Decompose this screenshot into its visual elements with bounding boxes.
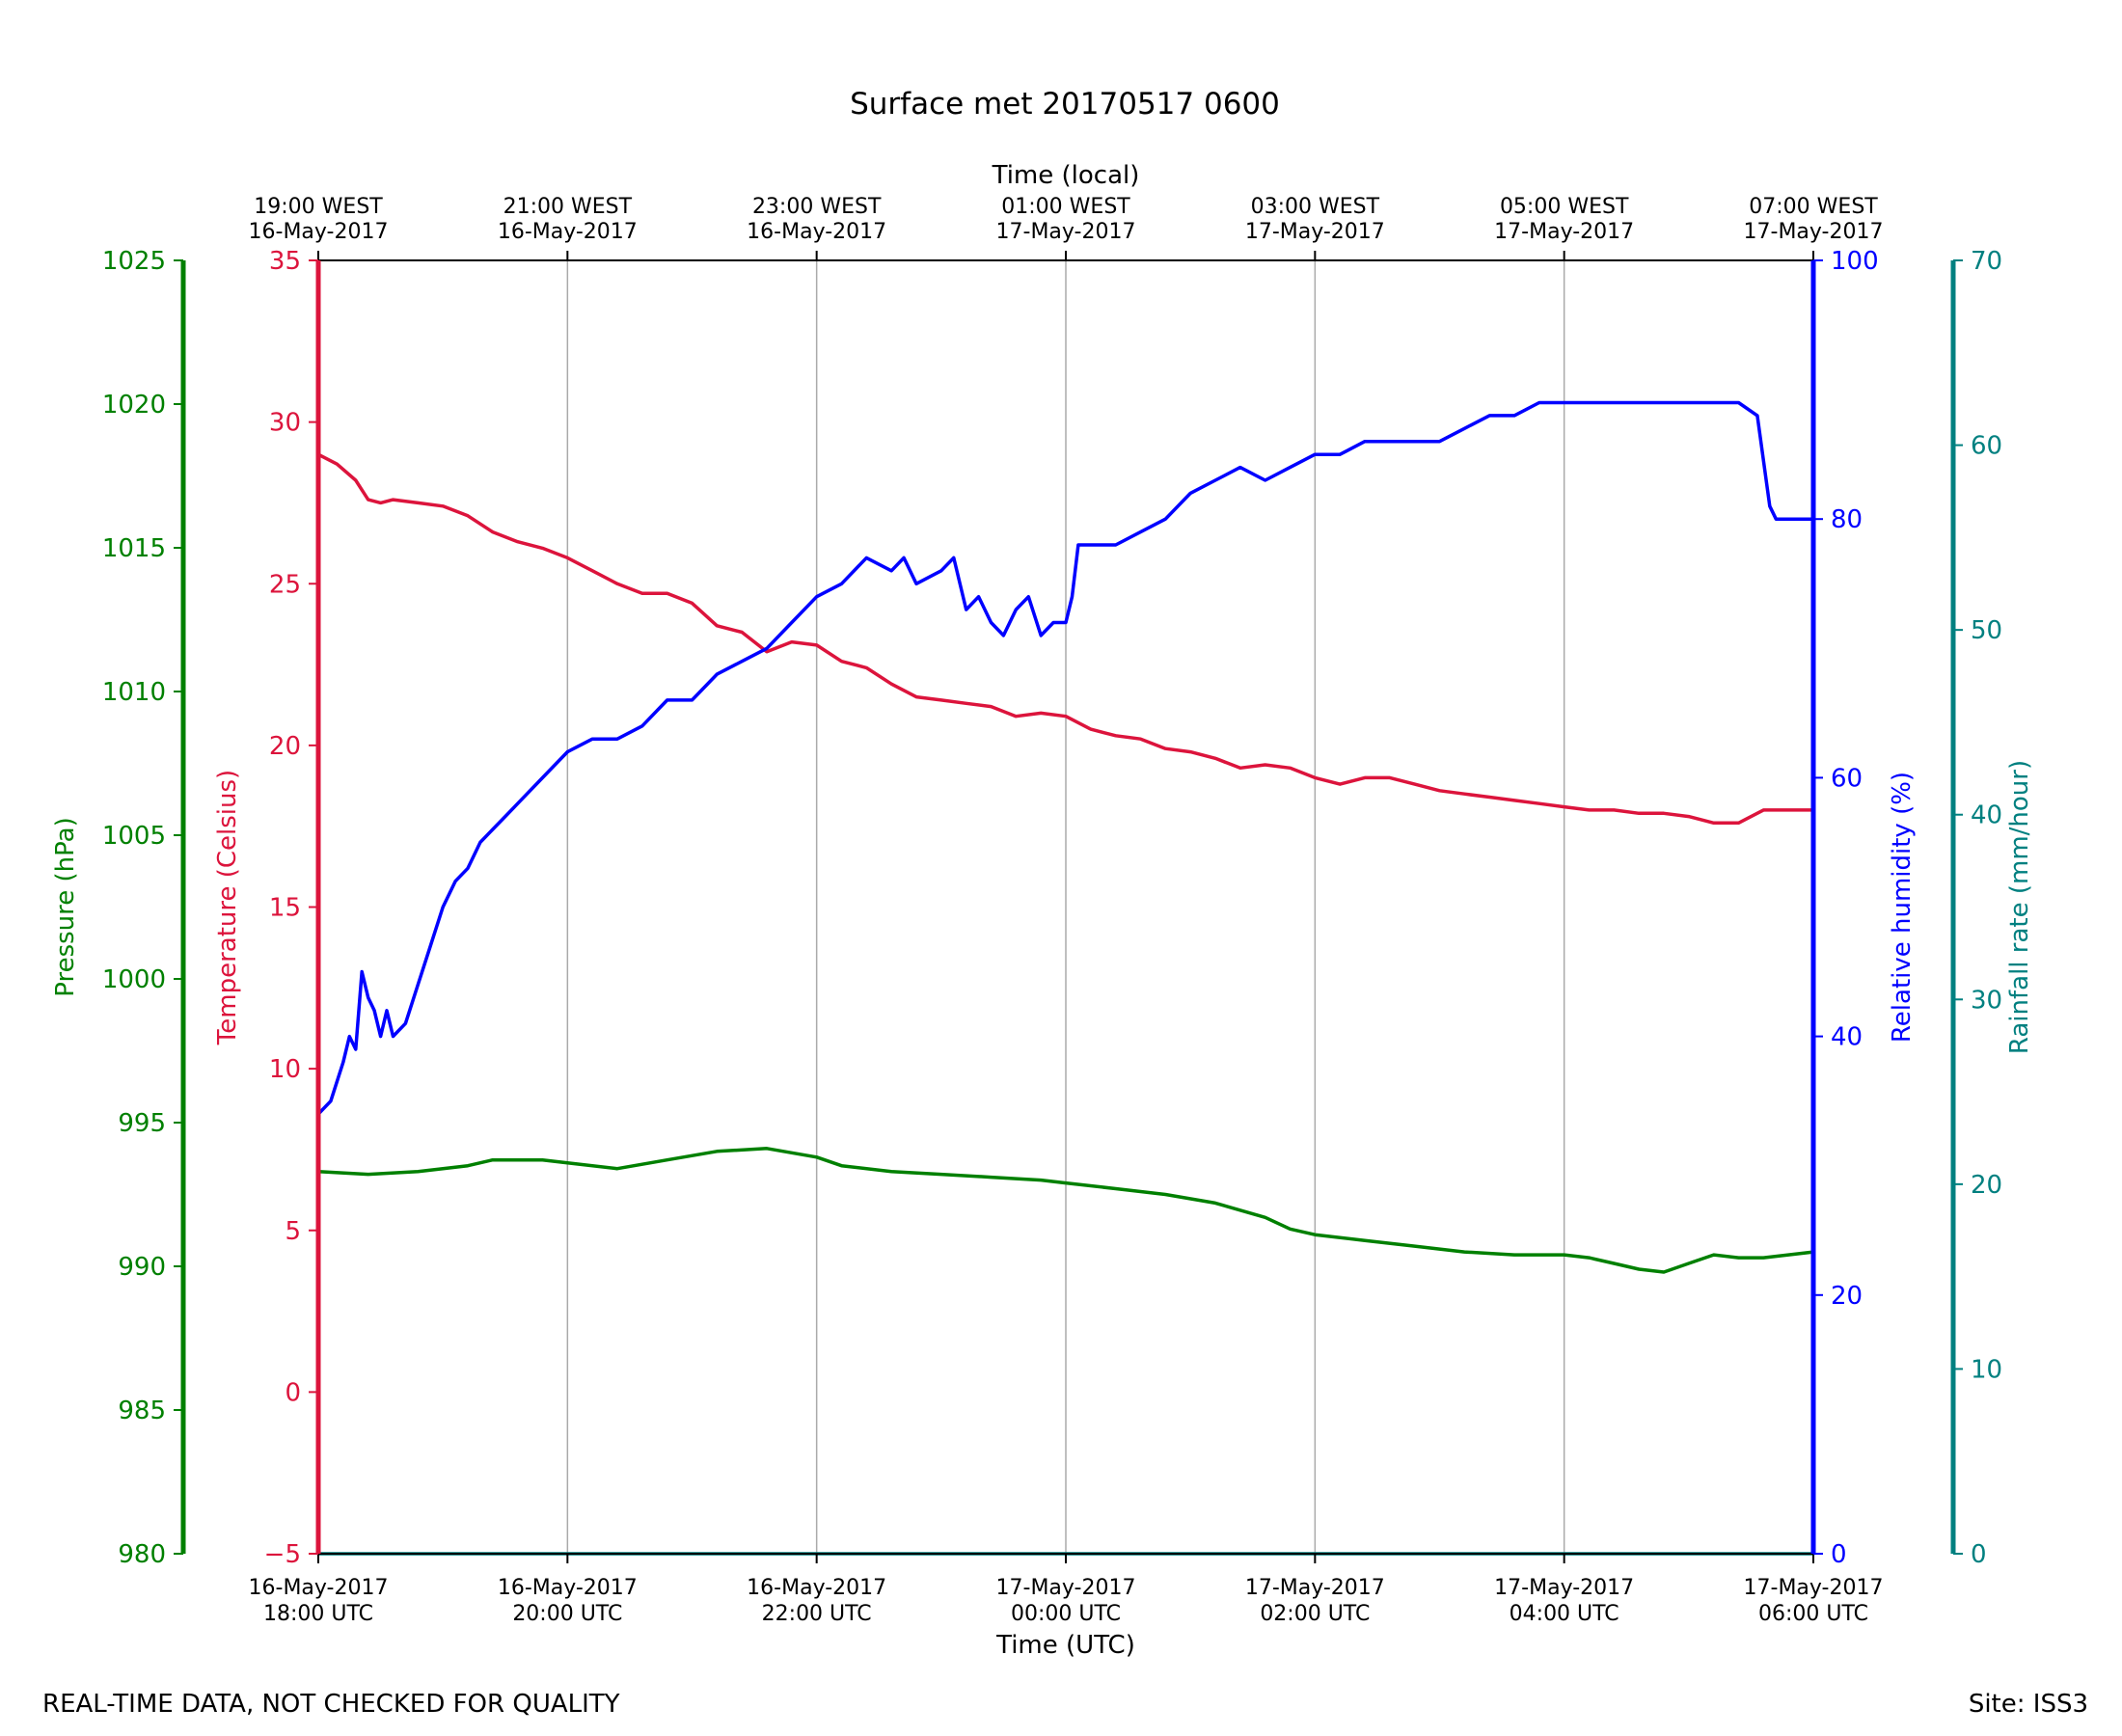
top-tick-label-1: 21:00 WEST	[503, 195, 633, 219]
x-axis-label-top: Time (local)	[992, 161, 1140, 190]
top-tick-label-date-5: 17-May-2017	[1494, 220, 1634, 244]
temperature-tick-label-0: −5	[264, 1540, 301, 1569]
pressure-tick-label-0: 980	[118, 1540, 166, 1569]
top-tick-label-date-2: 16-May-2017	[747, 220, 886, 244]
bottom-tick-label-utc-1: 20:00 UTC	[512, 1602, 622, 1626]
top-tick-label-date-6: 17-May-2017	[1744, 220, 1884, 244]
rainfall-tick-label-2: 20	[1971, 1171, 2002, 1200]
pressure-tick-label-4: 1000	[102, 965, 166, 994]
temperature-tick-label-7: 30	[269, 409, 301, 438]
bottom-tick-label-4: 17-May-2017	[1245, 1576, 1385, 1600]
bottom-tick-label-6: 17-May-2017	[1744, 1576, 1884, 1600]
bottom-tick-label-1: 16-May-2017	[498, 1576, 638, 1600]
rainfall-tick-label-7: 70	[1971, 247, 2002, 276]
bottom-tick-label-utc-4: 02:00 UTC	[1260, 1602, 1370, 1626]
humidity-tick-label-3: 60	[1831, 764, 1863, 793]
bottom-tick-label-utc-2: 22:00 UTC	[762, 1602, 872, 1626]
bottom-tick-label-3: 17-May-2017	[996, 1576, 1136, 1600]
top-tick-label-date-3: 17-May-2017	[996, 220, 1136, 244]
top-tick-label-date-4: 17-May-2017	[1245, 220, 1385, 244]
top-tick-label-3: 01:00 WEST	[1001, 195, 1130, 219]
pressure-series-line	[316, 1147, 1815, 1274]
top-tick-label-date-0: 16-May-2017	[249, 220, 389, 244]
rainfall-axis: 0 10 20 30 40 50 60 70 Rainfall rate (mm/hour)	[1950, 247, 2034, 1569]
rainfall-tick-label-0: 0	[1971, 1540, 1987, 1569]
temperature-tick-label-4: 15	[269, 894, 301, 923]
humidity-tick-label-1: 20	[1831, 1282, 1863, 1311]
humidity-tick-label-5: 100	[1831, 247, 1879, 276]
x-axis-label-bottom: Time (UTC)	[995, 1631, 1135, 1660]
rainfall-tick-label-3: 30	[1971, 986, 2002, 1015]
bottom-tick-label-5: 17-May-2017	[1494, 1576, 1634, 1600]
top-tick-label-date-1: 16-May-2017	[498, 220, 638, 244]
bottom-tick-label-utc-5: 04:00 UTC	[1510, 1602, 1619, 1626]
rainfall-tick-label-5: 50	[1971, 616, 2002, 645]
humidity-series-line	[316, 400, 1815, 1116]
humidity-tick-label-4: 80	[1831, 505, 1863, 534]
pressure-axis-label: Pressure (hPa)	[51, 817, 80, 997]
top-tick-label-5: 05:00 WEST	[1500, 195, 1629, 219]
temperature-tick-label-1: 0	[285, 1378, 301, 1407]
top-tick-label-2: 23:00 WEST	[752, 195, 882, 219]
y-axes: 980985990995100010051010101510201025Pres…	[51, 247, 2034, 1569]
pressure-tick-label-3: 995	[118, 1109, 166, 1138]
humidity-axis-label: Relative humidity (%)	[1888, 772, 1917, 1043]
pressure-tick-label-9: 1025	[102, 247, 166, 276]
humidity-tick-label-2: 40	[1831, 1023, 1863, 1052]
humidity-axis: 0 20 40 60 80 100 Relative humidity (%)	[1810, 247, 1917, 1569]
temperature-axis-label: Temperature (Celsius)	[213, 770, 242, 1045]
temperature-tick-label-3: 10	[269, 1055, 301, 1084]
temperature-tick-label-6: 25	[269, 570, 301, 599]
pressure-tick-label-1: 985	[118, 1397, 166, 1425]
temperature-axis: −5 0 5 10 15 20 25 30 35 Temperature (Celsius)	[213, 247, 321, 1569]
humidity-tick-label-0: 0	[1831, 1540, 1847, 1569]
footer-quality-notice: REAL-TIME DATA, NOT CHECKED FOR QUALITY	[42, 1690, 620, 1719]
bottom-tick-label-0: 16-May-2017	[249, 1576, 389, 1600]
top-tick-label-6: 07:00 WEST	[1749, 195, 1878, 219]
pressure-tick-label-8: 1020	[102, 391, 166, 420]
pressure-axis: 980 985 990 995 1000 1005 1010 1015 1020 1025 Pres…	[51, 247, 186, 1569]
temperature-series-line	[316, 452, 1815, 826]
bottom-tick-label-2: 16-May-2017	[747, 1576, 886, 1600]
temperature-tick-label-5: 20	[269, 732, 301, 761]
bottom-tick-label-utc-0: 18:00 UTC	[263, 1602, 373, 1626]
top-tick-label-0: 19:00 WEST	[254, 195, 383, 219]
chart-title: Surface met 20170517 0600	[850, 87, 1280, 122]
gridlines	[566, 260, 1565, 1554]
rainfall-tick-label-6: 60	[1971, 432, 2002, 461]
bottom-tick-label-utc-6: 06:00 UTC	[1758, 1602, 1868, 1626]
temperature-tick-label-2: 5	[285, 1217, 301, 1246]
rainfall-axis-label: Rainfall rate (mm/hour)	[2005, 760, 2034, 1054]
rainfall-tick-label-4: 40	[1971, 801, 2002, 830]
pressure-tick-label-6: 1010	[102, 678, 166, 707]
pressure-tick-label-2: 990	[118, 1253, 166, 1282]
footer-site: Site: ISS3	[1969, 1690, 2088, 1719]
top-tick-label-4: 03:00 WEST	[1251, 195, 1380, 219]
bottom-tick-label-utc-3: 00:00 UTC	[1011, 1602, 1121, 1626]
rainfall-tick-label-1: 10	[1971, 1355, 2002, 1384]
temperature-tick-label-8: 35	[269, 247, 301, 276]
pressure-tick-label-5: 1005	[102, 822, 166, 851]
pressure-tick-label-7: 1015	[102, 534, 166, 563]
